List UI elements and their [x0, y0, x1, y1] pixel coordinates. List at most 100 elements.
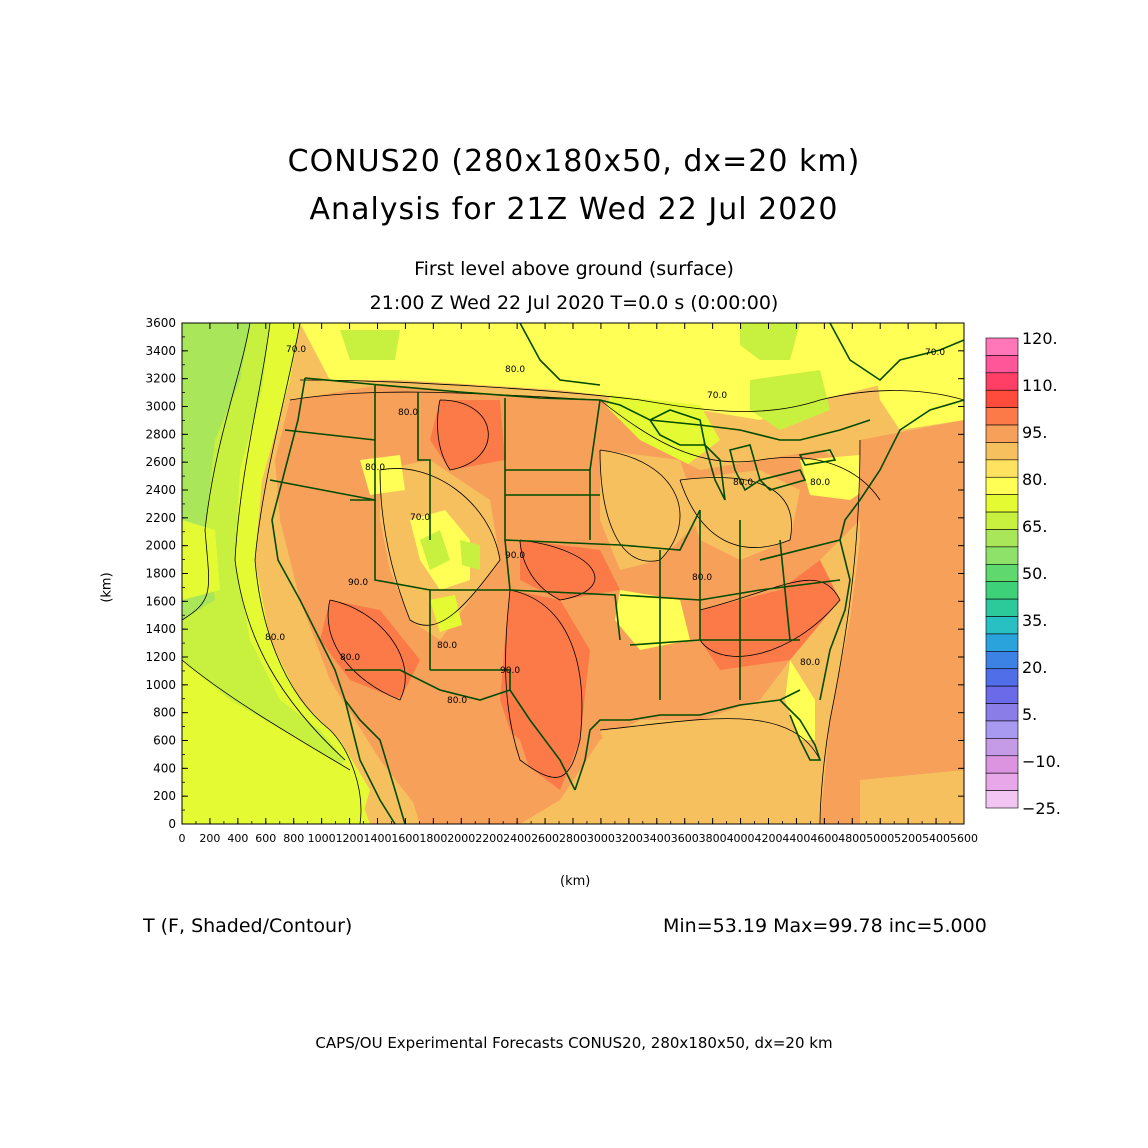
contour-label: 70.0 [286, 345, 306, 355]
contour-label: 80.0 [437, 641, 457, 651]
contour-label: 70.0 [410, 513, 430, 523]
colorbar-swatch [985, 424, 1019, 443]
colorbar-swatch [985, 755, 1019, 774]
colorbar-swatch [985, 563, 1019, 583]
x-tick-label: 3400 [643, 832, 671, 845]
colorbar-swatch [985, 633, 1019, 652]
x-tick-label: 5200 [894, 832, 922, 845]
x-tick-label: 2400 [503, 832, 531, 845]
x-tick-label: 3600 [671, 832, 699, 845]
colorbar-label: 120. [1022, 329, 1058, 348]
colorbar-label: 20. [1022, 658, 1047, 677]
x-tick-label: 2200 [475, 832, 503, 845]
footer-credit: CAPS/OU Experimental Forecasts CONUS20, … [315, 1034, 833, 1052]
contour-label: 80.0 [398, 408, 418, 418]
contour-label: 80.0 [505, 365, 525, 375]
colorbar-swatch [985, 703, 1019, 722]
colorbar-swatch [985, 529, 1019, 548]
x-tick-label: 5600 [950, 832, 978, 845]
colorbar-swatch [985, 772, 1019, 791]
x-tick-label: 200 [199, 832, 220, 845]
colorbar-label: −25. [1022, 799, 1061, 818]
colorbar-swatch [985, 598, 1019, 617]
y-tick-label: 0 [168, 817, 176, 831]
y-axis-label: (km) [99, 572, 115, 603]
min-max-label: Min=53.19 Max=99.78 inc=5.000 [663, 915, 987, 937]
x-axis-label: (km) [560, 874, 591, 889]
x-tick-label: 1000 [308, 832, 336, 845]
y-tick-label: 2400 [145, 483, 176, 497]
colorbar-label: 110. [1022, 376, 1058, 395]
contour-label: 80.0 [265, 633, 285, 643]
x-tick-label: 1200 [336, 832, 364, 845]
y-tick-label: 3400 [145, 344, 176, 358]
plot-title: CONUS20 (280x180x50, dx=20 km) [287, 144, 861, 179]
y-tick-label: 1200 [145, 650, 176, 664]
colorbar-swatch [985, 407, 1019, 426]
y-tick-label: 3200 [145, 372, 176, 386]
x-tick-label: 4200 [755, 832, 783, 845]
contour-label: 80.0 [810, 478, 830, 488]
contour-label: 90.0 [348, 578, 368, 588]
colorbar-swatch [985, 459, 1019, 478]
x-tick-label: 4800 [838, 832, 866, 845]
x-tick-label: 3000 [587, 832, 615, 845]
colorbar-label: 50. [1022, 564, 1047, 583]
colorbar-swatch [985, 616, 1019, 635]
contour-label-group: 70.0 80.0 80.0 70.0 90.0 80.0 80.0 80.0 … [265, 345, 945, 706]
y-tick-label: 2800 [145, 427, 176, 441]
colorbar-label: 5. [1022, 705, 1037, 724]
x-tick-label: 800 [283, 832, 304, 845]
contour-label: 80.0 [340, 653, 360, 663]
x-tick-label: 5000 [866, 832, 894, 845]
colorbar-swatch [985, 738, 1019, 757]
y-tick-label: 400 [153, 761, 176, 775]
x-tick-label: 3800 [699, 832, 727, 845]
y-tick-label: 1600 [145, 594, 176, 608]
contour-label: 80.0 [447, 696, 467, 706]
x-tick-label: 2800 [559, 832, 587, 845]
y-tick-label: 200 [153, 789, 176, 803]
colorbar-swatch [985, 476, 1019, 495]
x-tick-label: 600 [255, 832, 276, 845]
colorbar-swatch [985, 790, 1019, 809]
contour-label: 80.0 [365, 463, 385, 473]
contour-label: 80.0 [692, 573, 712, 583]
y-tick-label: 600 [153, 734, 176, 748]
colorbar-swatch [985, 337, 1019, 356]
x-tick-label: 0 [179, 832, 186, 845]
y-tick-label: 3600 [145, 316, 176, 330]
colorbar-swatch [985, 372, 1019, 391]
colorbar-swatch [985, 389, 1019, 408]
x-tick-label: 1800 [419, 832, 447, 845]
colorbar-swatch [985, 494, 1019, 513]
contour-label: 80.0 [733, 478, 753, 488]
level-label: First level above ground (surface) [414, 258, 734, 280]
variable-label: T (F, Shaded/Contour) [143, 915, 353, 937]
colorbar-swatch [985, 355, 1019, 374]
colorbar-swatch [985, 511, 1019, 530]
plot-subtitle: Analysis for 21Z Wed 22 Jul 2020 [309, 192, 839, 227]
x-tick-label: 4000 [727, 832, 755, 845]
colorbar-swatch [985, 685, 1019, 704]
colorbar-swatch [985, 546, 1019, 565]
colorbar-swatch [985, 720, 1019, 739]
y-tick-label: 1400 [145, 622, 176, 636]
contour-lines [182, 323, 964, 824]
x-tick-label: 1600 [391, 832, 419, 845]
y-tick-label: 1800 [145, 567, 176, 581]
y-tick-label: 3000 [145, 400, 176, 414]
colorbar-swatch [985, 651, 1019, 670]
colorbar-label: 35. [1022, 611, 1047, 630]
coastlines-borders [269, 323, 964, 824]
temperature-field [182, 323, 964, 824]
y-tick-label: 2000 [145, 539, 176, 553]
y-tick-label: 2200 [145, 511, 176, 525]
colorbar-label: 65. [1022, 517, 1047, 536]
colorbar-label: 95. [1022, 423, 1047, 442]
contour-label: 80.0 [800, 658, 820, 668]
valid-time-label: 21:00 Z Wed 22 Jul 2020 T=0.0 s (0:00:00… [369, 292, 779, 314]
colorbar-swatch [985, 668, 1019, 687]
colorbar-swatch [985, 442, 1019, 461]
